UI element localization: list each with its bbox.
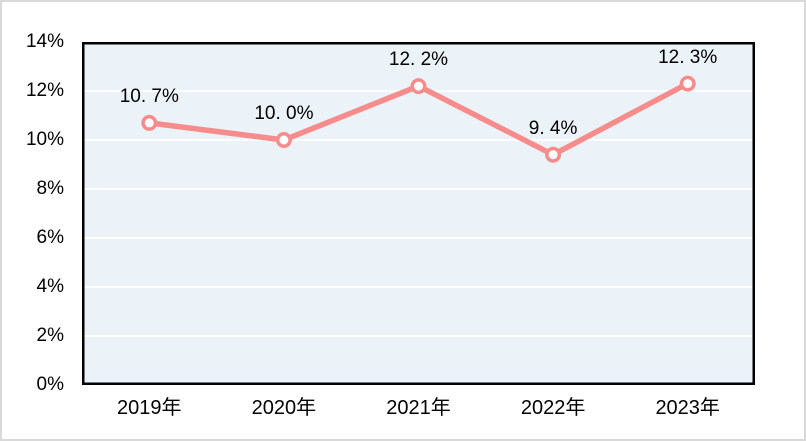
y-tick-label: 6% [36, 227, 64, 248]
data-label: 10. 0% [254, 103, 314, 124]
data-label: 12. 3% [658, 46, 718, 68]
y-tick-label: 8% [36, 178, 64, 199]
marker [275, 132, 292, 148]
y-tick-label: 14% [25, 31, 64, 52]
marker [141, 114, 158, 131]
data-label: 12. 2% [388, 49, 449, 71]
x-tick-label: 2020年 [251, 397, 317, 419]
line-chart-svg [82, 42, 755, 385]
y-tick-label: 10% [25, 129, 64, 150]
plot-area [82, 42, 755, 385]
marker [410, 78, 427, 95]
marker [679, 75, 696, 92]
plot-border [82, 42, 755, 385]
y-tick-label: 4% [36, 276, 64, 297]
x-tick-label: 2021年 [386, 397, 451, 419]
plot-background [82, 42, 755, 385]
marker [545, 146, 562, 163]
x-tick-label: 2022年 [520, 397, 586, 419]
y-tick-label: 12% [25, 80, 64, 101]
y-tick-label: 0% [36, 374, 64, 395]
x-tick-label: 2019年 [117, 397, 182, 419]
x-tick-label: 2023年 [655, 397, 720, 419]
data-label: 10. 7% [119, 85, 179, 107]
y-tick-label: 2% [36, 325, 64, 346]
data-label: 9. 4% [528, 117, 578, 139]
